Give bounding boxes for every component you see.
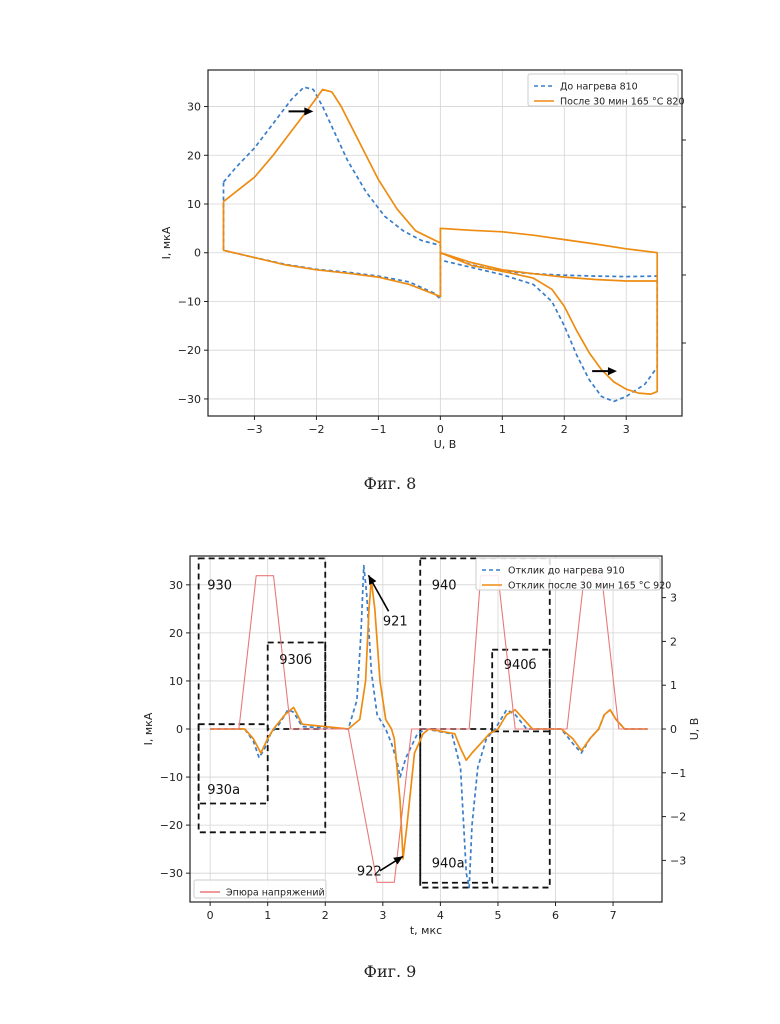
fig9-y2-tick-label-0: −3	[670, 854, 686, 867]
fig9-x-tick-label-0: 0	[207, 909, 214, 922]
fig9-y2-tick-label-2: −1	[670, 767, 686, 780]
fig9-region-label-940a: 940a	[432, 856, 465, 871]
fig9-x-tick-label-4: 4	[437, 909, 444, 922]
fig9-region-label-930б: 930б	[279, 653, 312, 668]
fig9-y-axis-label: I, мкА	[142, 712, 155, 745]
fig9-y-tick-label-6: 30	[169, 579, 183, 592]
fig9-legend-label-0: Отклик до нагрева 910	[508, 566, 625, 577]
fig9-region-label-940: 940	[432, 579, 457, 594]
fig9-annotation-head-922	[393, 856, 403, 864]
fig9-region-label-930a: 930a	[207, 783, 240, 798]
fig9-x-axis-label: t, мкс	[410, 924, 442, 937]
fig9-y2-tick-label-4: 1	[670, 679, 677, 692]
fig9-y-tick-label-4: 10	[169, 675, 183, 688]
fig9-y-tick-label-0: −30	[160, 867, 183, 880]
fig9-region-box-940	[420, 558, 550, 887]
fig9-region-label-940б: 940б	[504, 658, 537, 673]
fig9-annotation-label-921: 921	[383, 615, 408, 630]
fig9-legend-label-2: Эпюра напряжений	[226, 888, 325, 899]
fig9-x-tick-label-7: 7	[610, 909, 617, 922]
fig9-y-tick-label-3: 0	[176, 723, 183, 736]
fig9-x-tick-label-1: 1	[264, 909, 271, 922]
fig9-region-label-930: 930	[207, 579, 232, 594]
fig9-annotation-label-922: 922	[357, 865, 382, 880]
fig9-x-tick-label-5: 5	[494, 909, 501, 922]
figure-9-caption: Фиг. 9	[0, 962, 780, 981]
fig9-y2-tick-label-5: 2	[670, 635, 677, 648]
fig9-y2-axis-label: U, В	[688, 718, 701, 741]
fig9-y2-tick-label-3: 0	[670, 723, 677, 736]
fig9-legend-label-1: Отклик после 30 мин 165 °C 920	[508, 581, 671, 592]
fig9-y2-tick-label-6: 3	[670, 592, 677, 605]
fig9-x-tick-label-2: 2	[322, 909, 329, 922]
fig9-y-tick-label-2: −10	[160, 771, 183, 784]
fig9-x-tick-label-6: 6	[552, 909, 559, 922]
fig9-y-tick-label-5: 20	[169, 627, 183, 640]
fig9-series-line-1	[210, 580, 647, 859]
fig9-y-tick-label-1: −20	[160, 819, 183, 832]
fig9-y2-tick-label-1: −2	[670, 811, 686, 824]
fig9-x-tick-label-3: 3	[379, 909, 386, 922]
